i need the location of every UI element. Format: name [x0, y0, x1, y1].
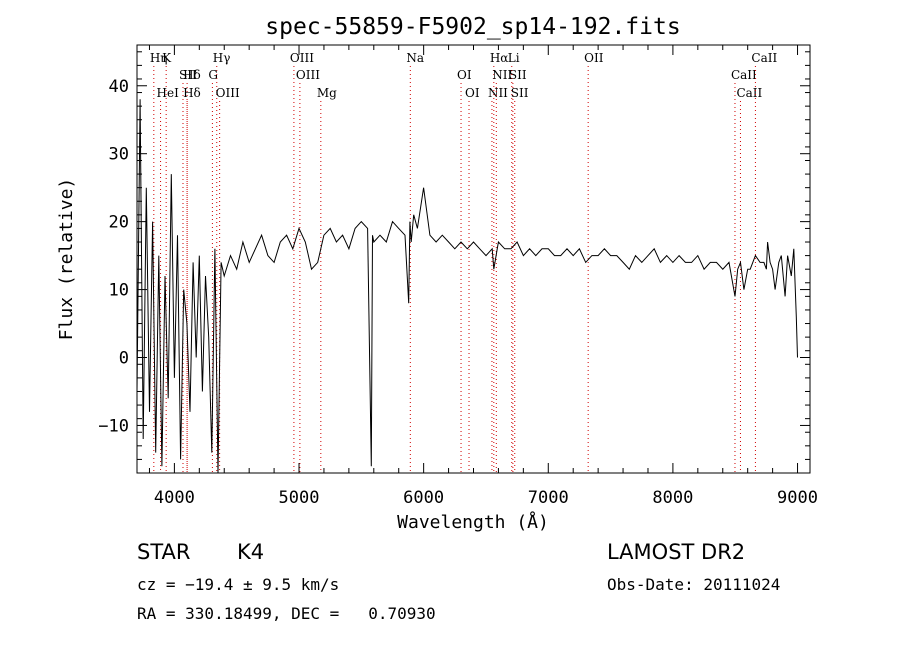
- line-marker-label: K: [162, 51, 172, 65]
- line-marker-label: G: [208, 68, 218, 82]
- line-marker-label: SII: [511, 86, 529, 100]
- line-marker-label: NII: [492, 68, 512, 82]
- x-tick-label: 7000: [528, 488, 569, 508]
- obs-date: Obs-Date: 20111024: [607, 575, 781, 594]
- x-tick-label: 8000: [652, 488, 693, 508]
- line-marker-label: CaII: [731, 68, 757, 82]
- emission-line-markers: HηHδHeIKSIIHδHγGOIIIOIIIOIIIMgNaOIOIHαSI…: [150, 51, 777, 473]
- line-marker-label: Hδ: [183, 68, 201, 82]
- object-subclass: K4: [237, 540, 265, 564]
- line-marker-label: OIII: [296, 68, 320, 82]
- line-marker-label: NII: [488, 86, 508, 100]
- y-tick-label: 30: [109, 145, 129, 165]
- spectrum-plot: spec-55859-F5902_sp14-192.fits HηHδHeIKS…: [56, 14, 818, 533]
- y-tick-label: 40: [109, 77, 129, 97]
- x-tick-label: 6000: [403, 488, 444, 508]
- survey-name: LAMOST DR2: [607, 540, 746, 564]
- line-marker-label: Hδ: [183, 86, 201, 100]
- line-marker-label: HeI: [157, 86, 180, 100]
- line-marker-label: OII: [584, 51, 604, 65]
- x-tick-label: 4000: [154, 488, 195, 508]
- y-tick-label: 10: [109, 281, 129, 301]
- x-axis-label: Wavelength (Å): [397, 511, 549, 533]
- line-marker-label: Na: [406, 51, 424, 65]
- y-tick-label: −10: [98, 416, 129, 436]
- line-marker-label: Mg: [317, 86, 337, 100]
- line-marker-label: OIII: [216, 86, 240, 100]
- line-marker-label: Hη: [150, 51, 168, 65]
- line-marker-label: SII: [179, 68, 197, 82]
- x-tick-label: 9000: [777, 488, 818, 508]
- velocity-readout: cz = −19.4 ± 9.5 km/s: [137, 575, 340, 594]
- line-marker-label: OIII: [290, 51, 314, 65]
- line-marker-label: CaII: [736, 86, 762, 100]
- line-marker-label: OI: [465, 86, 480, 100]
- line-marker-label: Hγ: [213, 51, 231, 65]
- chart-title: spec-55859-F5902_sp14-192.fits: [265, 14, 680, 40]
- x-axis: 4000 5000 6000 7000 8000 9000: [148, 45, 818, 508]
- x-tick-label: 5000: [279, 488, 320, 508]
- line-marker-label: CaII: [751, 51, 777, 65]
- y-tick-label: 20: [109, 213, 129, 233]
- plot-frame: [136, 44, 811, 474]
- coordinates: RA = 330.18499, DEC = 0.70930: [137, 604, 436, 623]
- line-marker-label: SII: [509, 68, 527, 82]
- line-marker-label: Li: [508, 51, 520, 65]
- y-axis: −10 0 10 20 30 40: [98, 51, 810, 460]
- line-marker-label: OI: [457, 68, 472, 82]
- object-class: STAR: [137, 540, 191, 564]
- y-axis-label: Flux (relative): [56, 178, 77, 341]
- y-tick-label: 0: [119, 349, 129, 369]
- line-marker-label: Hα: [490, 51, 509, 65]
- spectrum-series-line: [136, 99, 798, 474]
